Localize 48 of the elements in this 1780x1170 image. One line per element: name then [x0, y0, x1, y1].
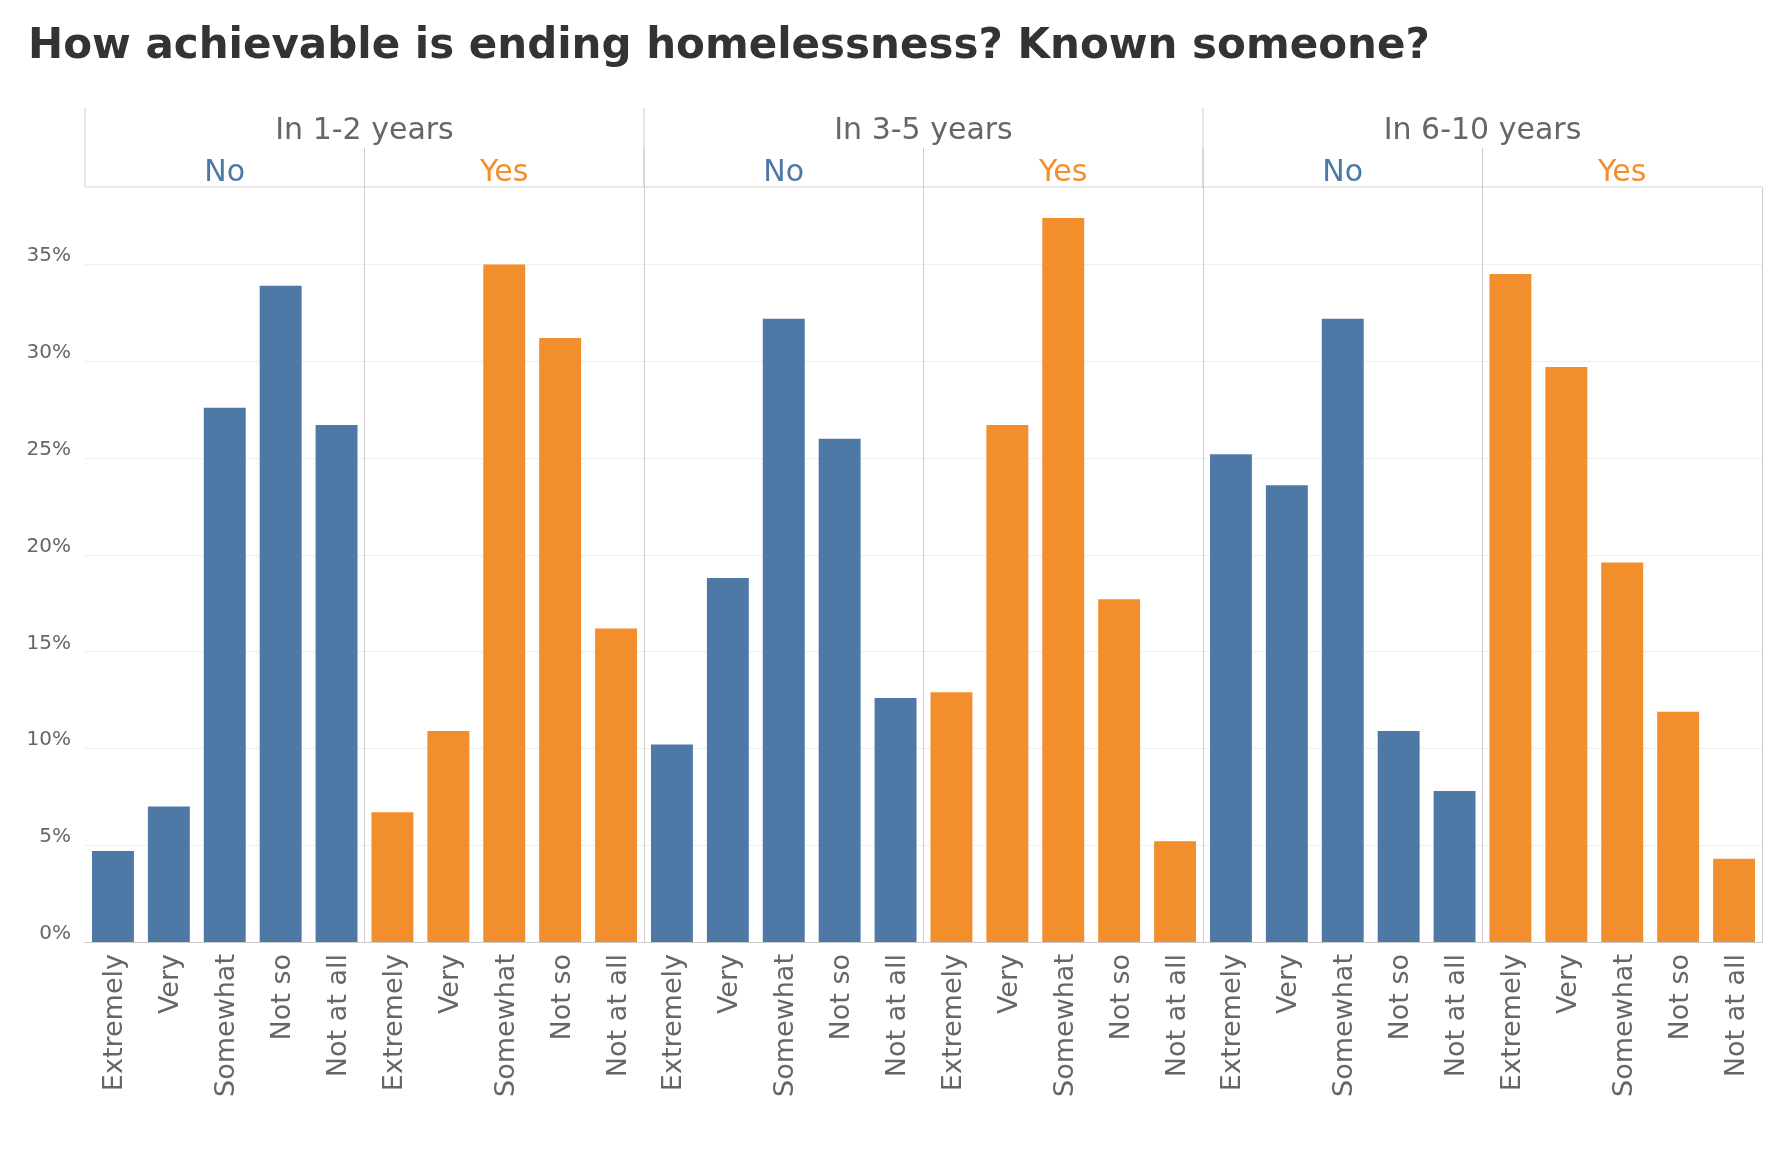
x-tick-label: Extremely: [1215, 953, 1247, 1092]
x-tick-label: Somewhat: [1047, 954, 1079, 1097]
x-tick-label: Extremely: [376, 953, 408, 1092]
x-tick-label: Very: [712, 953, 744, 1015]
x-tick-label: Somewhat: [768, 954, 800, 1097]
x-tick-label: Extremely: [97, 953, 129, 1092]
x-tick-label: Very: [991, 953, 1023, 1015]
text: Yes: [1598, 152, 1647, 188]
y-tick-label: 25%: [26, 436, 71, 461]
text: In 3-5 years: [834, 110, 1013, 146]
x-tick-label: Not so: [265, 954, 297, 1041]
x-tick-label: Not at all: [1718, 954, 1750, 1078]
x-tick-label: Not at all: [321, 954, 353, 1078]
x-tick-label: Not so: [544, 954, 576, 1041]
text: In 6-10 years: [1383, 110, 1582, 146]
text: Yes: [480, 152, 529, 188]
x-tick-label: Extremely: [935, 953, 967, 1092]
x-tick-label: Very: [432, 953, 464, 1015]
x-tick-label: Not so: [824, 954, 856, 1041]
x-tick-label: Not at all: [1439, 954, 1471, 1078]
x-tick-label: Somewhat: [488, 954, 520, 1097]
x-tick-label: Extremely: [1494, 953, 1526, 1092]
y-tick-label: 30%: [26, 339, 71, 364]
x-tick-label: Somewhat: [1606, 954, 1638, 1097]
x-tick-label: Somewhat: [1327, 954, 1359, 1097]
y-tick-label: 35%: [26, 242, 71, 267]
y-tick-label: 5%: [39, 823, 71, 848]
x-tick-label: Not at all: [880, 954, 912, 1078]
x-tick-label: Very: [1271, 953, 1303, 1015]
x-tick-label: Very: [153, 953, 185, 1015]
x-tick-label: Not at all: [1159, 954, 1191, 1078]
series-label: Yes: [1038, 152, 1088, 188]
y-tick-label: 0%: [39, 920, 71, 944]
x-tick-label: Not at all: [600, 954, 632, 1078]
y-tick-label: 20%: [26, 532, 71, 557]
x-tick-label: Not so: [1103, 954, 1135, 1041]
x-tick-label: Somewhat: [209, 954, 241, 1097]
x-tick-label: Extremely: [656, 953, 688, 1092]
x-tick-label: Very: [1550, 953, 1582, 1015]
text: In 1-2 years: [275, 110, 454, 146]
y-tick-label: 10%: [26, 726, 71, 751]
y-tick-label: 15%: [26, 629, 71, 654]
x-tick-label: Not so: [1662, 954, 1694, 1041]
chart-title: How achievable is ending homelessness? Known someone?: [28, 18, 1430, 68]
text: No: [1322, 152, 1364, 188]
text: No: [204, 152, 246, 188]
text: No: [763, 152, 805, 188]
x-tick-label: Not so: [1383, 954, 1415, 1041]
